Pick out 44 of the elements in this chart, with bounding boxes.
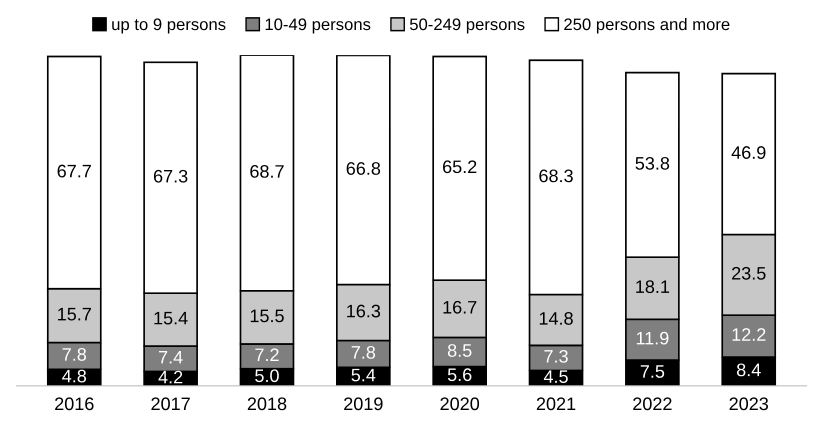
x-tick-label: 2023 bbox=[730, 397, 768, 410]
data-label: 68.3 bbox=[539, 169, 573, 182]
data-label: 8.4 bbox=[736, 363, 761, 376]
data-label: 7.8 bbox=[62, 348, 86, 361]
data-label: 68.7 bbox=[250, 165, 284, 178]
data-label: 4.2 bbox=[158, 370, 182, 384]
data-label: 7.5 bbox=[640, 365, 664, 378]
x-tick-label: 2017 bbox=[151, 397, 190, 410]
data-label: 12.2 bbox=[732, 328, 766, 341]
x-tick-label: 2020 bbox=[440, 397, 480, 410]
data-label: 14.8 bbox=[540, 312, 573, 325]
data-label: 65.2 bbox=[443, 160, 476, 174]
data-label: 4.8 bbox=[62, 370, 86, 382]
legend-label: 10-49 persons bbox=[266, 18, 370, 34]
data-label: 46.9 bbox=[732, 146, 766, 159]
x-tick-label: 2016 bbox=[55, 397, 94, 410]
data-label: 15.5 bbox=[250, 310, 284, 322]
data-label: 7.4 bbox=[159, 350, 183, 364]
data-label: 7.3 bbox=[544, 350, 568, 363]
data-label: 8.5 bbox=[448, 344, 472, 357]
data-label: 67.3 bbox=[154, 170, 188, 183]
data-label: 23.5 bbox=[732, 266, 766, 280]
data-label: 16.3 bbox=[347, 304, 380, 318]
x-tick-label: 2019 bbox=[344, 397, 383, 410]
data-label: 4.5 bbox=[544, 370, 568, 383]
data-label: 11.9 bbox=[636, 332, 668, 345]
data-label: 7.2 bbox=[255, 348, 279, 362]
data-label: 15.4 bbox=[154, 312, 188, 324]
x-tick-label: 2021 bbox=[536, 397, 576, 410]
data-label: 16.7 bbox=[443, 300, 476, 314]
data-label: 5.6 bbox=[448, 368, 472, 382]
x-tick-label: 2018 bbox=[248, 397, 286, 410]
data-label: 15.7 bbox=[58, 308, 91, 321]
legend-label: 250 persons and more bbox=[564, 18, 730, 34]
legend-label: 50-249 persons bbox=[410, 18, 524, 34]
data-label: 7.8 bbox=[352, 346, 376, 359]
data-label: 18.1 bbox=[636, 280, 670, 294]
data-label: 5.4 bbox=[352, 368, 376, 382]
x-tick-label: 2022 bbox=[633, 397, 672, 410]
data-label: 67.7 bbox=[58, 164, 91, 178]
data-label: 53.8 bbox=[636, 156, 670, 170]
data-label: 5.0 bbox=[255, 369, 279, 382]
legend-label: up to 9 persons bbox=[112, 18, 226, 34]
data-label: 66.8 bbox=[346, 162, 380, 175]
